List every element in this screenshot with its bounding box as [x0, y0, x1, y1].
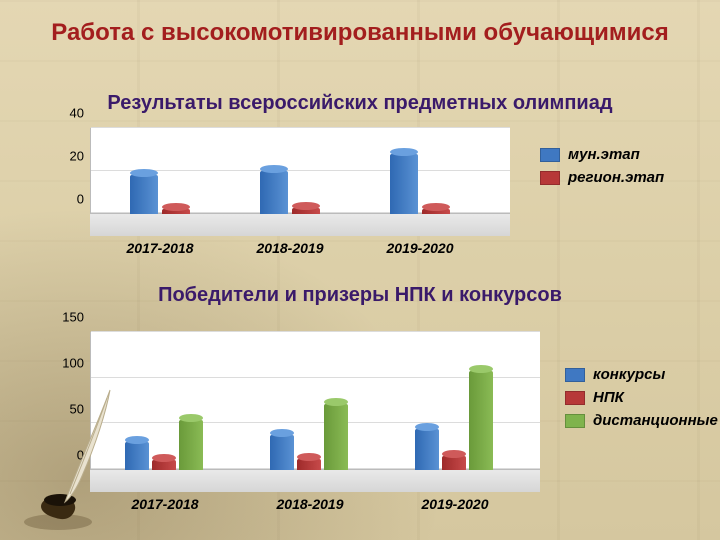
chart1-floor	[90, 214, 510, 236]
chart2-bar-kon-2	[415, 429, 439, 470]
chart1: 0 20 40 2017-2018 2018-2019 2019-2020	[90, 128, 510, 236]
chart2-xtick: 2019-2020	[422, 492, 489, 512]
chart1-ytick: 0	[77, 192, 90, 207]
legend-item: дистанционные	[565, 412, 718, 429]
chart1-subtitle: Результаты всероссийских предметных олим…	[0, 92, 720, 115]
chart1-xtick: 2017-2018	[127, 236, 194, 256]
chart2-bar-dis-1	[324, 404, 348, 470]
chart1-xtick: 2018-2019	[257, 236, 324, 256]
chart2-bar-npk-1	[297, 459, 321, 470]
legend-item: мун.этап	[540, 146, 664, 163]
legend-label: НПК	[593, 389, 624, 406]
legend-label: регион.этап	[568, 169, 664, 186]
chart1-ytick: 40	[70, 106, 90, 121]
chart2-xtick: 2017-2018	[132, 492, 199, 512]
chart2-bar-npk-0	[152, 460, 176, 470]
chart1-legend: мун.этап регион.этап	[540, 140, 664, 192]
chart2-legend: конкурсы НПК дистанционные	[565, 360, 718, 435]
chart1-bar-mun-0	[130, 175, 158, 214]
chart2-ytick: 50	[70, 402, 90, 417]
legend-label: мун.этап	[568, 146, 640, 163]
chart1-ytick: 20	[70, 149, 90, 164]
chart2-ytick: 0	[77, 448, 90, 463]
chart1-bar-reg-0	[162, 209, 190, 214]
chart2-subtitle: Победители и призеры НПК и конкурсов	[0, 284, 720, 307]
chart2-ytick: 100	[62, 356, 90, 371]
chart1-bar-reg-2	[422, 209, 450, 214]
page-title: Работа с высокомотивированными обучающим…	[0, 18, 720, 48]
chart2-plot: 0 50 100 150 2017-2018 2018-2019 2019-20…	[90, 332, 540, 492]
chart1-bar-reg-1	[292, 208, 320, 214]
chart1-bar-mun-1	[260, 171, 288, 214]
chart2-bar-kon-0	[125, 442, 149, 470]
chart2-floor	[90, 470, 540, 492]
chart1-xtick: 2019-2020	[387, 236, 454, 256]
chart2-ytick: 150	[62, 310, 90, 325]
chart1-bar-mun-2	[390, 154, 418, 214]
chart1-plot: 0 20 40 2017-2018 2018-2019 2019-2020	[90, 128, 510, 236]
legend-label: конкурсы	[593, 366, 665, 383]
chart2-bar-dis-2	[469, 371, 493, 470]
chart2: 0 50 100 150 2017-2018 2018-2019 2019-20…	[90, 332, 540, 492]
chart2-bar-kon-1	[270, 435, 294, 470]
chart2-bar-dis-0	[179, 420, 203, 470]
chart2-bar-npk-2	[442, 456, 466, 470]
legend-label: дистанционные	[593, 412, 718, 429]
legend-item: конкурсы	[565, 366, 718, 383]
legend-item: регион.этап	[540, 169, 664, 186]
chart2-xtick: 2018-2019	[277, 492, 344, 512]
legend-item: НПК	[565, 389, 718, 406]
